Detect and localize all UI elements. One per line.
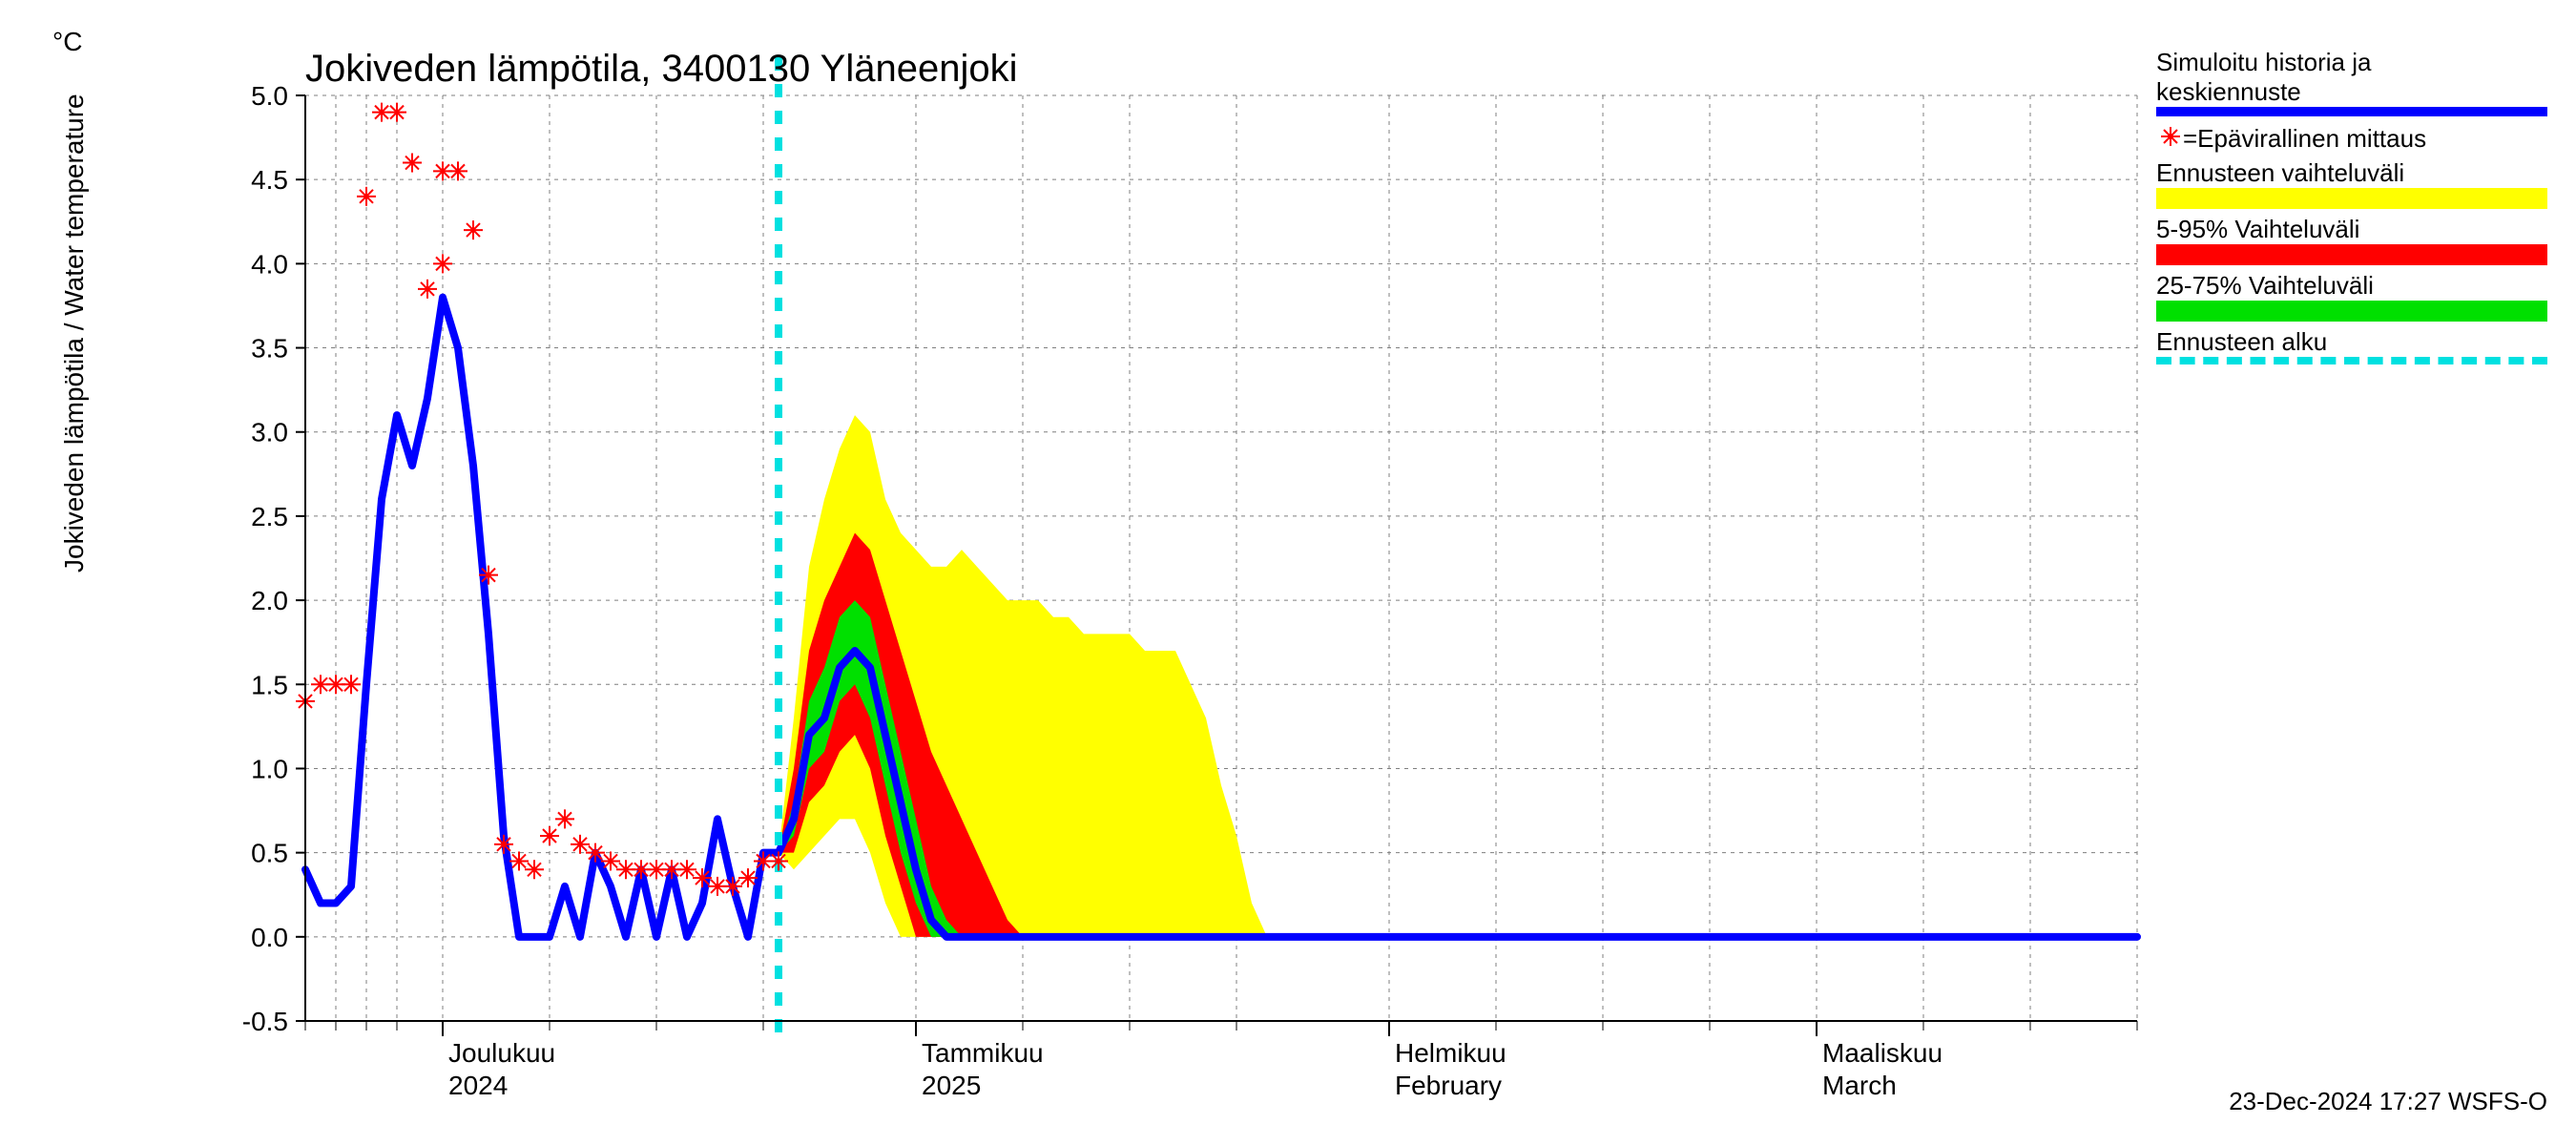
legend-obs-marker xyxy=(2156,122,2185,151)
y-unit-label: °C xyxy=(52,27,82,57)
svg-text:0.5: 0.5 xyxy=(251,839,288,868)
legend-r2575: 25-75% Vaihteluväli xyxy=(2156,271,2547,322)
svg-text:4.5: 4.5 xyxy=(251,165,288,195)
legend-obs: =Epävirallinen mittaus xyxy=(2156,122,2547,153)
legend-r2575-label: 25-75% Vaihteluväli xyxy=(2156,271,2547,301)
chart-container: °C Jokiveden lämpötila, 3400130 Yläneenj… xyxy=(0,0,2576,1145)
y-axis-label: Jokiveden lämpötila / Water temperature xyxy=(59,94,90,572)
svg-text:2.5: 2.5 xyxy=(251,502,288,531)
legend-full: Ennusteen vaihteluväli xyxy=(2156,158,2547,209)
legend-r595-swatch xyxy=(2156,244,2547,265)
legend-sim-label-1: Simuloitu historia ja xyxy=(2156,48,2547,77)
legend-full-swatch xyxy=(2156,188,2547,209)
legend-sim: Simuloitu historia ja keskiennuste xyxy=(2156,48,2547,116)
legend: Simuloitu historia ja keskiennuste =Epäv… xyxy=(2156,48,2547,370)
timestamp: 23-Dec-2024 17:27 WSFS-O xyxy=(2229,1087,2547,1116)
svg-text:3.0: 3.0 xyxy=(251,418,288,448)
svg-text:5.0: 5.0 xyxy=(251,81,288,111)
svg-text:-0.5: -0.5 xyxy=(242,1007,288,1036)
x-tick-label-top: Tammikuu xyxy=(922,1038,1044,1069)
legend-sim-label-2: keskiennuste xyxy=(2156,77,2547,107)
chart-title: Jokiveden lämpötila, 3400130 Yläneenjoki xyxy=(305,48,1017,91)
x-tick-label-bot: 2025 xyxy=(922,1071,981,1101)
x-tick-label-top: Joulukuu xyxy=(448,1038,555,1069)
x-tick-label-bot: 2024 xyxy=(448,1071,508,1101)
x-tick-label-bot: March xyxy=(1822,1071,1897,1101)
legend-obs-label: =Epävirallinen mittaus xyxy=(2183,124,2426,154)
legend-r595: 5-95% Vaihteluväli xyxy=(2156,215,2547,265)
svg-text:1.0: 1.0 xyxy=(251,754,288,783)
svg-text:3.5: 3.5 xyxy=(251,334,288,364)
legend-start: Ennusteen alku xyxy=(2156,327,2547,364)
legend-start-swatch xyxy=(2156,357,2547,364)
svg-text:4.0: 4.0 xyxy=(251,249,288,279)
svg-text:2.0: 2.0 xyxy=(251,586,288,615)
legend-r595-label: 5-95% Vaihteluväli xyxy=(2156,215,2547,244)
x-tick-label-top: Maaliskuu xyxy=(1822,1038,1942,1069)
legend-full-label: Ennusteen vaihteluväli xyxy=(2156,158,2547,188)
svg-text:0.0: 0.0 xyxy=(251,923,288,952)
legend-sim-swatch xyxy=(2156,107,2547,116)
legend-r2575-swatch xyxy=(2156,301,2547,322)
svg-text:1.5: 1.5 xyxy=(251,670,288,699)
x-tick-label-bot: February xyxy=(1395,1071,1502,1101)
x-tick-label-top: Helmikuu xyxy=(1395,1038,1506,1069)
legend-start-label: Ennusteen alku xyxy=(2156,327,2547,357)
